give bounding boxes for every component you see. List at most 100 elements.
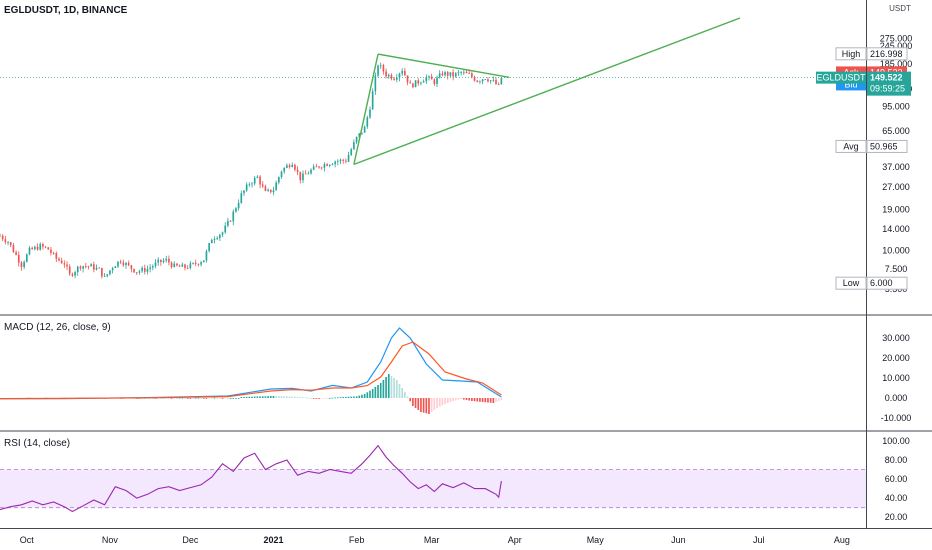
candle-body (248, 184, 251, 186)
price-tick-label: 19.000 (882, 205, 910, 215)
candle-body (154, 262, 157, 267)
macd-histogram-bar (272, 396, 275, 398)
candle-body (117, 261, 119, 267)
macd-histogram-bar (460, 398, 462, 399)
candle-body (395, 77, 398, 80)
candle-body (109, 270, 111, 275)
candle-body (334, 161, 336, 165)
macd-histogram-bar (165, 397, 168, 399)
candle-body (259, 176, 261, 185)
macd-histogram-bar (197, 397, 200, 399)
macd-histogram-bar (328, 397, 331, 399)
candle-body (441, 73, 444, 76)
candle-body (17, 254, 20, 263)
trendline (377, 53, 510, 79)
macd-histogram-bar (404, 392, 406, 398)
macd-histogram-bar (438, 398, 441, 407)
macd-histogram-bar (401, 388, 403, 398)
macd-histogram-bar (479, 398, 481, 402)
candle-body (449, 72, 452, 76)
macd-histogram-bar (441, 398, 444, 406)
candle-body (312, 166, 315, 170)
candle-body (454, 72, 457, 77)
candle-body (200, 262, 202, 265)
candle-body (66, 264, 68, 267)
macd-histogram-bar (417, 398, 420, 410)
macd-tick-label: 10.000 (882, 373, 910, 383)
candle-body (422, 81, 425, 83)
candle-body (409, 82, 412, 84)
candle-body (210, 239, 213, 244)
macd-histogram-bar (248, 396, 251, 398)
candle-body (60, 260, 63, 264)
macd-histogram-bar (487, 398, 489, 403)
candle-body (251, 183, 253, 185)
macd-histogram-bar (202, 398, 205, 399)
macd-histogram-bar (245, 396, 248, 398)
candle-body (481, 79, 484, 82)
candle-body (23, 261, 25, 268)
candle-body (12, 245, 15, 253)
candle-body (358, 133, 361, 137)
high-tag-label: High (842, 49, 861, 59)
macd-histogram-bar (489, 398, 492, 403)
macd-histogram-bar (318, 398, 320, 399)
candle-body (34, 246, 36, 250)
candle-body (484, 79, 487, 81)
candle-body (345, 160, 347, 162)
candle-body (294, 164, 296, 170)
macd-histogram-bar (312, 398, 315, 399)
candle-body (4, 239, 7, 243)
time-tick-label: Jun (671, 535, 686, 545)
candle-body (390, 74, 393, 79)
candle-body (433, 79, 436, 84)
macd-histogram-bar (398, 384, 401, 398)
candle-body (36, 246, 39, 250)
macd-histogram-bar (221, 398, 224, 399)
candle-body (55, 253, 58, 259)
candle-body (240, 193, 243, 203)
macd-histogram-bar (168, 398, 170, 399)
candle-body (283, 167, 286, 172)
candle-body (221, 232, 224, 235)
macd-histogram-bar (307, 397, 310, 399)
macd-histogram-bar (414, 398, 417, 408)
candle-body (143, 267, 146, 272)
candle-body (377, 65, 379, 76)
macd-tick-label: 0.000 (885, 393, 908, 403)
candle-body (192, 262, 194, 264)
candle-body (430, 76, 433, 80)
candle-body (178, 265, 181, 267)
symbol-title: EGLDUSDT, 1D, BINANCE (4, 5, 128, 16)
macd-histogram-bar (353, 396, 355, 398)
macd-histogram-bar (465, 398, 468, 400)
candle-body (307, 173, 310, 175)
candle-body (245, 184, 248, 191)
candle-body (79, 266, 82, 269)
candle-body (414, 80, 417, 88)
candle-body (299, 171, 302, 181)
candle-body (90, 264, 92, 267)
candle-body (127, 262, 130, 266)
price-tick-label: 27.000 (882, 182, 910, 192)
macd-histogram-bar (492, 398, 495, 403)
macd-histogram-bar (181, 397, 184, 399)
time-tick-label: Mar (424, 535, 440, 545)
rsi-band (0, 469, 866, 508)
macd-histogram-bar (463, 398, 465, 400)
macd-histogram-bar (288, 396, 291, 398)
macd-histogram-bar (436, 398, 438, 408)
candle-body (189, 263, 192, 268)
high-tag: High 216.998 (835, 47, 908, 61)
rsi-tick-label: 100.00 (882, 436, 910, 446)
macd-histogram-bar (320, 398, 323, 399)
macd-histogram-bar (253, 396, 256, 398)
time-tick-label: May (587, 535, 605, 545)
avg-tag-value-box (866, 139, 908, 153)
macd-histogram-bar (412, 398, 414, 406)
candle-body (181, 264, 184, 267)
macd-histogram-bar (500, 398, 503, 400)
price-tick-label: 65.000 (882, 126, 910, 136)
